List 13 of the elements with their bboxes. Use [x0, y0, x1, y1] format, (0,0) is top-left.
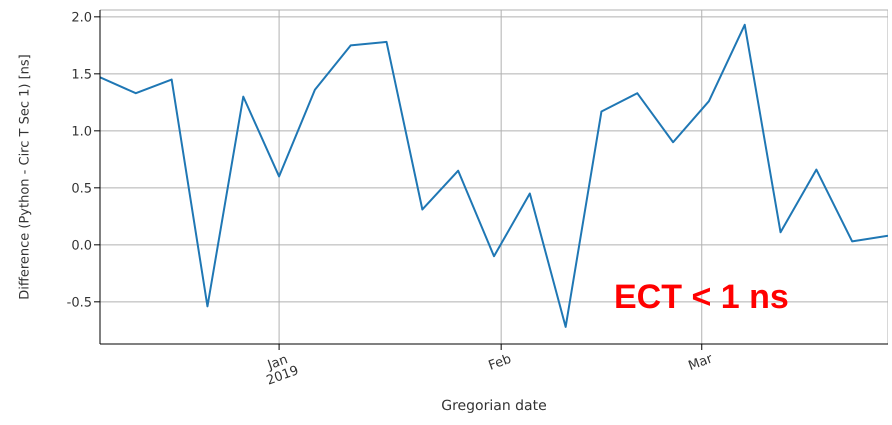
y-tick-label: 0.0: [71, 238, 92, 254]
x-axis-title: Gregorian date: [441, 398, 547, 414]
x-tick-label: Mar: [686, 351, 716, 374]
y-tick-label: 1.0: [71, 124, 92, 140]
y-tick-label: 2.0: [71, 10, 92, 26]
line-series: [100, 24, 888, 328]
x-tick-label: Feb: [486, 352, 514, 374]
annotation: ECT < 1 ns: [614, 278, 789, 317]
y-tick-label: -0.5: [66, 295, 92, 310]
y-tick-label: 1.5: [71, 67, 92, 82]
y-tick-label: 0.5: [71, 181, 92, 196]
x-tick-label: Jan 2019: [264, 352, 301, 389]
y-axis-title: Difference (Python - Circ T Sec 1) [ns]: [18, 54, 33, 300]
